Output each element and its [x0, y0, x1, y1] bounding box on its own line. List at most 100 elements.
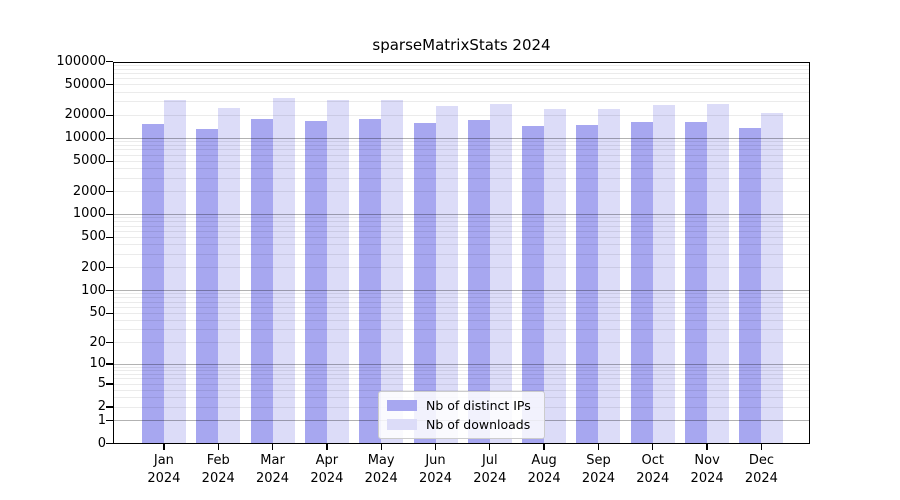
x-tick-label: Aug 2024 — [514, 452, 574, 488]
x-tick-month: Dec — [748, 453, 774, 468]
y-tick-label: 20 — [89, 334, 106, 350]
x-tick-year: 2024 — [255, 471, 290, 486]
y-axis-tick — [106, 267, 113, 269]
x-tick-label: Jun 2024 — [406, 452, 466, 488]
bar-feb-downloads — [218, 108, 241, 444]
grid-line-minor — [113, 225, 810, 227]
bar-dec-distinct-ips — [739, 127, 762, 444]
y-axis-tick — [106, 137, 113, 139]
x-tick-year: 2024 — [636, 471, 670, 486]
grid-line-decade — [113, 290, 810, 291]
bar-jan-distinct-ips — [141, 124, 164, 444]
y-tick-label: 5 — [97, 376, 106, 392]
legend-swatch-distinct-ips — [387, 400, 417, 411]
x-axis-tick — [489, 443, 491, 450]
bar-sep-distinct-ips — [576, 125, 599, 444]
grid-line-decade — [113, 137, 810, 139]
x-tick-year: 2024 — [201, 471, 235, 486]
y-axis-tick — [106, 160, 113, 162]
x-tick-label: Oct 2024 — [623, 452, 683, 488]
grid-line-minor — [113, 221, 810, 223]
x-tick-label: Jan 2024 — [134, 452, 194, 488]
grid-line-minor — [113, 301, 810, 303]
bar-oct-distinct-ips — [630, 121, 653, 444]
bar-nov-distinct-ips — [685, 122, 708, 444]
grid-line-minor — [113, 244, 810, 246]
x-tick-month: Sep — [586, 453, 611, 468]
y-axis-tick — [106, 442, 113, 445]
y-axis-tick — [106, 236, 113, 239]
y-axis-tick — [106, 341, 113, 344]
x-tick-month: Nov — [694, 453, 720, 468]
x-tick-year: 2024 — [147, 471, 181, 486]
bar-jul-downloads — [489, 104, 512, 444]
x-tick-month: Aug — [531, 453, 557, 468]
grid-line-minor — [113, 78, 810, 80]
x-tick-month: Jul — [481, 453, 498, 468]
grid-line-minor — [113, 64, 810, 66]
x-tick-year: 2024 — [310, 471, 344, 486]
y-tick-label: 100 — [81, 282, 106, 298]
grid-line-minor — [113, 160, 810, 162]
grid-line-minor — [113, 383, 810, 385]
x-tick-month: Jun — [425, 453, 446, 468]
x-axis-tick — [706, 443, 708, 450]
grid-line-minor — [113, 141, 810, 143]
grid-line-minor — [113, 366, 810, 368]
grid-line-minor — [113, 230, 810, 232]
grid-line-decade — [113, 213, 810, 215]
y-axis-tick — [106, 84, 113, 86]
legend: Nb of distinct IPs Nb of downloads — [378, 391, 545, 439]
y-axis-tick — [106, 289, 113, 292]
x-tick-label: Nov 2024 — [677, 452, 737, 488]
x-tick-month: Apr — [315, 453, 339, 468]
x-tick-label: Sep 2024 — [568, 452, 628, 488]
x-tick-month: Mar — [260, 453, 285, 468]
x-axis-tick — [163, 443, 165, 450]
bar-apr-distinct-ips — [304, 120, 327, 444]
grid-line-minor — [113, 319, 810, 321]
bar-jun-downloads — [435, 106, 458, 444]
x-axis-tick — [434, 443, 437, 450]
bar-may-downloads — [381, 100, 404, 444]
bar-may-distinct-ips — [359, 118, 382, 444]
y-axis-tick — [106, 363, 113, 365]
x-tick-label: Feb 2024 — [188, 452, 248, 488]
grid-line-minor — [113, 91, 810, 93]
legend-swatch-downloads — [387, 419, 417, 430]
x-axis-tick — [652, 443, 654, 450]
y-tick-label: 200 — [81, 259, 106, 275]
bar-sep-downloads — [598, 109, 621, 444]
grid-line-minor — [113, 306, 810, 308]
grid-line-minor — [113, 374, 810, 376]
y-tick-label: 2000 — [72, 183, 106, 199]
grid-line-minor — [113, 378, 810, 380]
x-tick-label: Apr 2024 — [297, 452, 357, 488]
x-axis-tick — [217, 443, 219, 450]
y-tick-label: 1 — [97, 412, 106, 428]
bar-aug-downloads — [544, 109, 567, 444]
y-tick-label: 20000 — [64, 107, 106, 123]
bar-aug-distinct-ips — [522, 126, 545, 444]
grid-line-minor — [113, 101, 810, 103]
grid-line-minor — [113, 297, 810, 299]
grid-line-minor — [113, 389, 810, 391]
bar-oct-downloads — [652, 105, 675, 444]
grid-line-minor — [113, 177, 810, 179]
x-tick-label: Mar 2024 — [243, 452, 303, 488]
x-tick-year: 2024 — [418, 471, 453, 486]
grid-line-minor — [113, 342, 810, 344]
grid-line-minor — [113, 329, 810, 331]
grid-line-decade — [113, 363, 810, 365]
x-axis-tick — [380, 443, 382, 450]
legend-entry-distinct-ips: Nb of distinct IPs — [387, 398, 535, 413]
y-axis-tick — [106, 61, 113, 63]
y-axis-tick — [106, 312, 113, 314]
grid-line-minor — [113, 114, 810, 116]
grid-line-minor — [113, 293, 810, 295]
bar-dec-downloads — [761, 113, 784, 444]
x-tick-label: May 2024 — [351, 452, 411, 488]
y-tick-label: 5000 — [72, 153, 106, 169]
grid-line-minor — [113, 312, 810, 314]
